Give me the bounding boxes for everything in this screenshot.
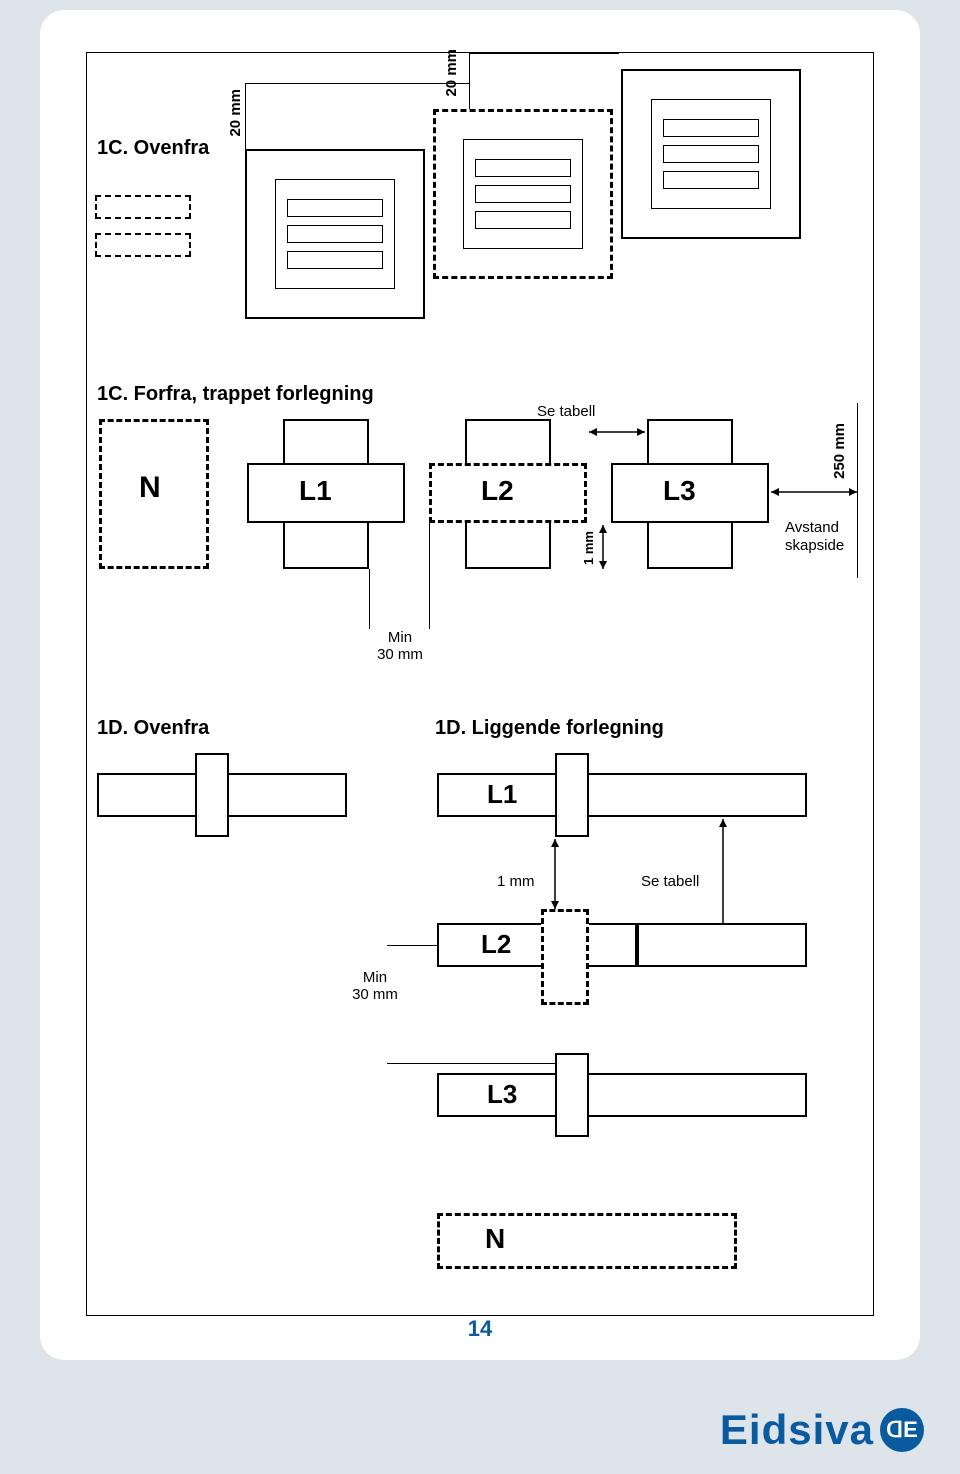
arrow-v-1mm: [597, 523, 609, 571]
label-l3: L3: [663, 475, 696, 507]
dimline: [245, 83, 246, 149]
dim-250: 250 mm: [831, 423, 848, 479]
dimline: [369, 569, 370, 629]
title-1d-liggende: 1D. Liggende forlegning: [435, 717, 664, 740]
min-val-1: 30 mm: [377, 646, 423, 663]
see-table-1: Se tabell: [537, 403, 595, 420]
title-1d-ovenfra: 1D. Ovenfra: [97, 717, 209, 740]
brand-mark-icon: ᗡE: [880, 1408, 924, 1452]
avstand: Avstand skapside: [785, 519, 844, 554]
d-l2-bar-l: [437, 923, 637, 967]
d-l2-cross: [541, 909, 589, 1005]
slots-3: [663, 119, 759, 189]
dimline: [469, 53, 619, 54]
d-min: Min: [363, 969, 387, 986]
slots-1: [287, 199, 383, 269]
brand-text: Eidsiva: [720, 1406, 874, 1454]
dashed-small: [95, 195, 191, 219]
d-label-l3: L3: [487, 1079, 517, 1110]
dim-20mm-h: 20 mm: [443, 49, 460, 97]
title-1c-ovenfra: 1C. Ovenfra: [97, 137, 209, 160]
d-l3-cross: [555, 1053, 589, 1137]
d-min-val: 30 mm: [352, 986, 398, 1003]
dimline: [429, 523, 430, 629]
label-n: N: [139, 471, 161, 505]
dimline: [245, 83, 469, 84]
min-1: Min: [388, 629, 412, 646]
d-l1-cross: [555, 753, 589, 837]
arrow-h: [587, 425, 647, 439]
dimline: [387, 945, 437, 946]
d-label-l2: L2: [481, 929, 511, 960]
d-label-n: N: [485, 1223, 505, 1255]
brand-logo: Eidsiva ᗡE: [720, 1406, 924, 1454]
label-l1: L1: [299, 475, 332, 507]
title-1c-forfra: 1C. Forfra, trappet forlegning: [97, 383, 374, 406]
page-number: 14: [468, 1316, 492, 1342]
arrow-250: [769, 485, 859, 499]
d-n-box: [437, 1213, 737, 1269]
gap-1mm: 1 mm: [581, 531, 596, 565]
arrow-v-d1: [549, 837, 561, 911]
document-page: 1C. Ovenfra 20 mm 20 mm 1C. Forfra, trap…: [40, 10, 920, 1360]
d-seetable: Se tabell: [641, 873, 699, 890]
d-label-l1: L1: [487, 779, 517, 810]
d-ov-cross: [195, 753, 229, 837]
label-l2: L2: [481, 475, 514, 507]
dim-20mm-v: 20 mm: [227, 89, 244, 137]
content-frame: 1C. Ovenfra 20 mm 20 mm 1C. Forfra, trap…: [86, 52, 874, 1316]
d-l2-bar-r: [637, 923, 807, 967]
dashed-small: [95, 233, 191, 257]
dimline: [469, 53, 470, 113]
slots-2: [475, 159, 571, 229]
d-1mm: 1 mm: [497, 873, 535, 890]
dimline: [387, 1063, 557, 1064]
